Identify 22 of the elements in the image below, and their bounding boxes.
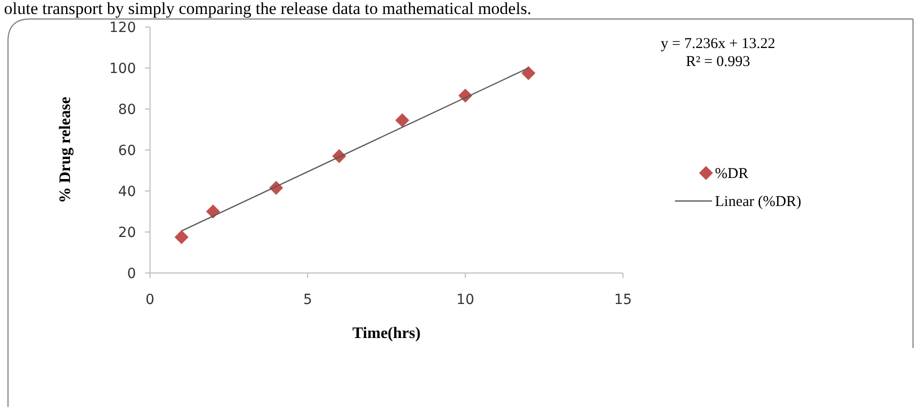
x-tick-label: 5	[303, 292, 312, 308]
x-tick-label: 0	[146, 292, 154, 308]
point	[174, 230, 189, 244]
x-tick-label: 15	[614, 292, 632, 308]
legend-label: Linear (%DR)	[715, 194, 802, 210]
point	[395, 113, 410, 128]
point	[521, 66, 536, 80]
y-tick-label: 20	[118, 225, 136, 241]
legend-label: %DR	[715, 166, 748, 182]
y-tick-label: 0	[127, 266, 136, 282]
x-axis-title: Time(hrs)	[352, 325, 421, 342]
text: y = 7.236x + 13.22	[660, 36, 776, 52]
y-tick-label: 100	[109, 61, 136, 77]
y-tick-label: 120	[109, 20, 136, 36]
y-axis-title: % Drug release	[57, 96, 74, 204]
x-tick-label: 10	[456, 292, 474, 308]
y-tick-label: 60	[118, 143, 136, 159]
y-tick-label: 80	[118, 102, 136, 118]
text: olute transport by simply comparing the release data to mathematical models.	[4, 0, 532, 18]
text: R² = 0.993	[686, 54, 750, 70]
y-tick-label: 40	[118, 184, 136, 200]
point	[206, 204, 220, 218]
